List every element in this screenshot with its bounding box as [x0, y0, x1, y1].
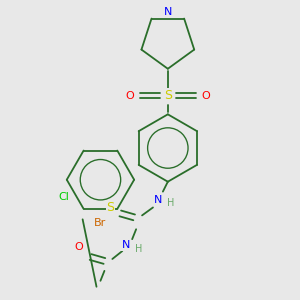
- Text: S: S: [106, 201, 114, 214]
- Text: H: H: [135, 244, 143, 254]
- Text: O: O: [74, 242, 83, 252]
- Text: N: N: [122, 240, 130, 250]
- Text: N: N: [164, 7, 172, 17]
- Text: Cl: Cl: [58, 192, 69, 202]
- Text: S: S: [164, 89, 172, 102]
- Text: Br: Br: [94, 218, 106, 228]
- Text: H: H: [167, 197, 175, 208]
- Text: N: N: [154, 194, 162, 205]
- Text: O: O: [126, 91, 135, 100]
- Text: O: O: [201, 91, 210, 100]
